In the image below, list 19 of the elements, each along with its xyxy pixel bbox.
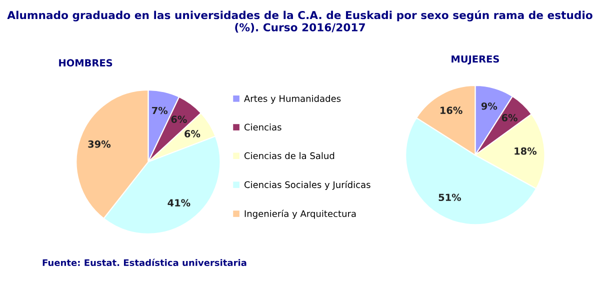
legend-label: Ciencias <box>244 124 282 131</box>
legend-label: Ingeniería y Arquitectura <box>244 210 356 219</box>
data-label: 51% <box>438 194 462 202</box>
chart-subtitle: HOMBRES <box>59 59 112 67</box>
data-label: 6% <box>502 114 518 122</box>
data-label: 7% <box>152 106 168 114</box>
data-label: 16% <box>440 106 462 114</box>
data-label: 39% <box>88 140 111 148</box>
chart-title: Alumnado graduado en las universidades de la C.A. de Euskadi por sexo según rama de estudio (%). Curso 2016/2017 <box>7 10 592 33</box>
legend-label: Ciencias de la Salud <box>244 152 334 160</box>
legend-label: Ciencias Sociales y Jurídicas <box>244 180 370 190</box>
data-label: 18% <box>514 147 537 155</box>
chart-subtitle: MUJERES <box>452 55 499 64</box>
legend-label: Artes y Humanidades <box>244 94 341 104</box>
data-label: 6% <box>184 130 200 138</box>
source-note: Fuente: Eustat. Estadística universitaria <box>42 258 246 266</box>
data-label: 9% <box>481 102 498 110</box>
data-label: 41% <box>168 199 190 206</box>
data-label: 6% <box>171 116 187 123</box>
